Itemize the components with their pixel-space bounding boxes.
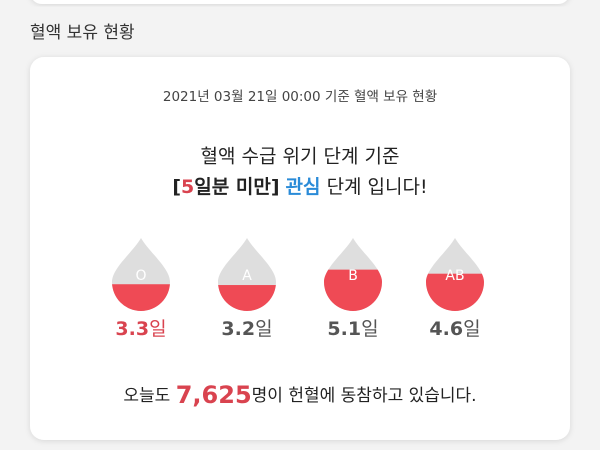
unit: 일: [361, 318, 378, 340]
level: 관심: [286, 176, 321, 198]
headline: 혈액 수급 위기 단계 기준: [201, 146, 400, 168]
days-value: 4.6일: [429, 318, 480, 340]
threshold-text: 일분 미만]: [194, 176, 279, 198]
days: 4.6: [429, 318, 463, 340]
donor-count: 7,625: [176, 381, 252, 409]
threshold-days: 5: [181, 176, 194, 198]
unit: 일: [255, 318, 272, 340]
days-value: 3.2일: [221, 318, 272, 340]
status-card: [30, 57, 570, 440]
days-value: 3.3일: [115, 318, 166, 340]
section-title: 혈액 보유 현황: [30, 23, 135, 43]
unit: 일: [149, 318, 166, 340]
days: 3.3: [115, 318, 149, 340]
days-value: 5.1일: [327, 318, 378, 340]
prev-card: [33, 0, 567, 4]
blood-type: A: [242, 268, 252, 284]
level-suffix: 단계 입니다!: [327, 176, 428, 198]
blood-type: AB: [445, 268, 464, 284]
days: 3.2: [221, 318, 255, 340]
bracket: [: [172, 176, 181, 198]
donor-line: 오늘도 7,625명이 헌혈에 동참하고 있습니다.: [123, 381, 476, 409]
donor-before: 오늘도: [123, 386, 175, 406]
unit: 일: [463, 318, 480, 340]
blood-type: O: [135, 268, 146, 284]
headline: [5일분 미만] 관심 단계 입니다!: [172, 176, 427, 198]
days: 5.1: [327, 318, 361, 340]
date-line: 2021년 03월 21일 00:00 기준 혈액 보유 현황: [163, 89, 437, 105]
blood-type: B: [348, 268, 358, 284]
donor-after: 명이 헌혈에 동참하고 있습니다.: [252, 386, 477, 406]
